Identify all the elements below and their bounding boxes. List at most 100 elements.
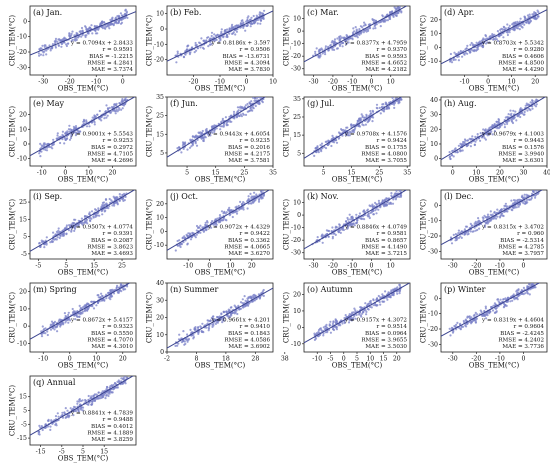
scatter-point bbox=[218, 40, 221, 43]
y-tick-label: -15 bbox=[17, 435, 27, 442]
scatter-point bbox=[259, 190, 263, 193]
scatter-point bbox=[345, 220, 348, 223]
scatter-point bbox=[179, 245, 182, 249]
y-tick-label: 20 bbox=[430, 126, 438, 133]
scatter-point bbox=[455, 237, 458, 240]
x-tick-label: -30 bbox=[309, 263, 319, 270]
scatter-point bbox=[235, 205, 238, 208]
scatter-point bbox=[362, 210, 365, 213]
scatter-point bbox=[506, 33, 509, 37]
y-tick-label: 20 bbox=[293, 292, 301, 299]
scatter-point bbox=[535, 103, 538, 106]
scatter-point bbox=[464, 225, 468, 228]
scatter-point bbox=[53, 238, 56, 241]
scatter-point bbox=[194, 41, 197, 45]
scatter-point bbox=[199, 325, 202, 328]
scatter-point bbox=[210, 226, 213, 229]
stats-line: r = 0.9581 bbox=[377, 231, 408, 237]
scatter-point bbox=[197, 131, 200, 134]
stats-line: BIAS = 0.1843 bbox=[228, 331, 270, 337]
scatter-point bbox=[197, 326, 200, 329]
scatter-point bbox=[93, 399, 96, 402]
scatter-point bbox=[118, 199, 121, 202]
scatter-point bbox=[321, 52, 324, 55]
scatter-point bbox=[45, 53, 48, 56]
y-tick-label: -20 bbox=[428, 326, 438, 333]
scatter-point bbox=[112, 292, 116, 295]
panel-title: (p) Winter bbox=[444, 285, 486, 294]
scatter-point bbox=[200, 131, 203, 134]
y-tick-label: 10 bbox=[293, 16, 301, 23]
scatter-point bbox=[122, 378, 126, 381]
scatter-point bbox=[38, 424, 41, 427]
scatter-point bbox=[115, 286, 118, 290]
stats-line: BIAS = 0.1755 bbox=[365, 145, 407, 151]
scatter-point bbox=[185, 48, 188, 51]
scatter-point bbox=[56, 40, 59, 44]
y-tick-label: -30 bbox=[17, 64, 27, 71]
scatter-point bbox=[399, 190, 402, 193]
scatter-point bbox=[37, 52, 40, 55]
scatter-point bbox=[68, 124, 71, 127]
scatter-point bbox=[249, 192, 252, 195]
scatter-point bbox=[375, 212, 378, 215]
scatter-point bbox=[199, 224, 202, 227]
scatter-point bbox=[45, 426, 48, 429]
scatter-point bbox=[91, 32, 94, 35]
scatter-point bbox=[77, 409, 80, 412]
x-axis-label: OBS_TEM(°C) bbox=[195, 176, 246, 184]
y-tick-label: 10 bbox=[156, 332, 164, 339]
x-tick-label: 0 bbox=[521, 356, 525, 363]
scatter-point bbox=[319, 144, 322, 147]
scatter-point bbox=[317, 328, 321, 332]
scatter-point bbox=[253, 199, 256, 202]
scatter-point bbox=[201, 322, 204, 325]
stats-line: MAE = 4.4290 bbox=[502, 67, 544, 73]
scatter-point bbox=[347, 41, 350, 44]
scatter-point bbox=[475, 41, 478, 44]
scatter-point bbox=[473, 143, 476, 147]
scatter-point bbox=[49, 49, 52, 52]
scatter-point bbox=[492, 217, 495, 220]
scatter-point bbox=[357, 119, 360, 122]
scatter-point bbox=[120, 19, 123, 22]
scatter-point bbox=[396, 292, 399, 295]
scatter-point bbox=[243, 295, 246, 298]
scatter-point bbox=[396, 12, 399, 15]
scatter-point bbox=[44, 327, 47, 330]
scatter-point bbox=[110, 295, 114, 298]
scatter-point bbox=[184, 141, 187, 144]
scatter-point bbox=[73, 225, 76, 228]
scatter-point bbox=[206, 36, 209, 39]
scatter-point bbox=[374, 304, 377, 307]
scatter-point bbox=[526, 292, 530, 295]
scatter-point bbox=[526, 289, 529, 293]
scatter-point bbox=[459, 322, 462, 325]
panel-title: (k) Nov. bbox=[307, 192, 339, 201]
scatter-point bbox=[75, 409, 78, 413]
scatter-point bbox=[204, 223, 207, 226]
scatter-point bbox=[222, 317, 225, 320]
x-tick-label: 10 bbox=[366, 356, 374, 363]
scatter-point bbox=[249, 202, 252, 205]
scatter-point bbox=[186, 333, 189, 336]
scatter-point bbox=[474, 220, 477, 223]
fit-line bbox=[441, 283, 541, 337]
scatter-point bbox=[519, 24, 522, 27]
scatter-point bbox=[344, 314, 347, 317]
x-tick-label: 35 bbox=[269, 170, 277, 177]
scatter-point bbox=[109, 289, 112, 292]
scatter-point bbox=[359, 25, 362, 28]
scatter-point bbox=[456, 151, 459, 154]
scatter-point bbox=[370, 115, 373, 119]
scatter-point bbox=[496, 208, 499, 211]
scatter-point bbox=[66, 414, 69, 417]
scatter-point bbox=[84, 25, 87, 28]
scatter-point bbox=[113, 204, 116, 207]
y-tick-label: 25 bbox=[19, 199, 27, 206]
scatter-point bbox=[478, 227, 481, 230]
scatter-point bbox=[195, 224, 199, 228]
